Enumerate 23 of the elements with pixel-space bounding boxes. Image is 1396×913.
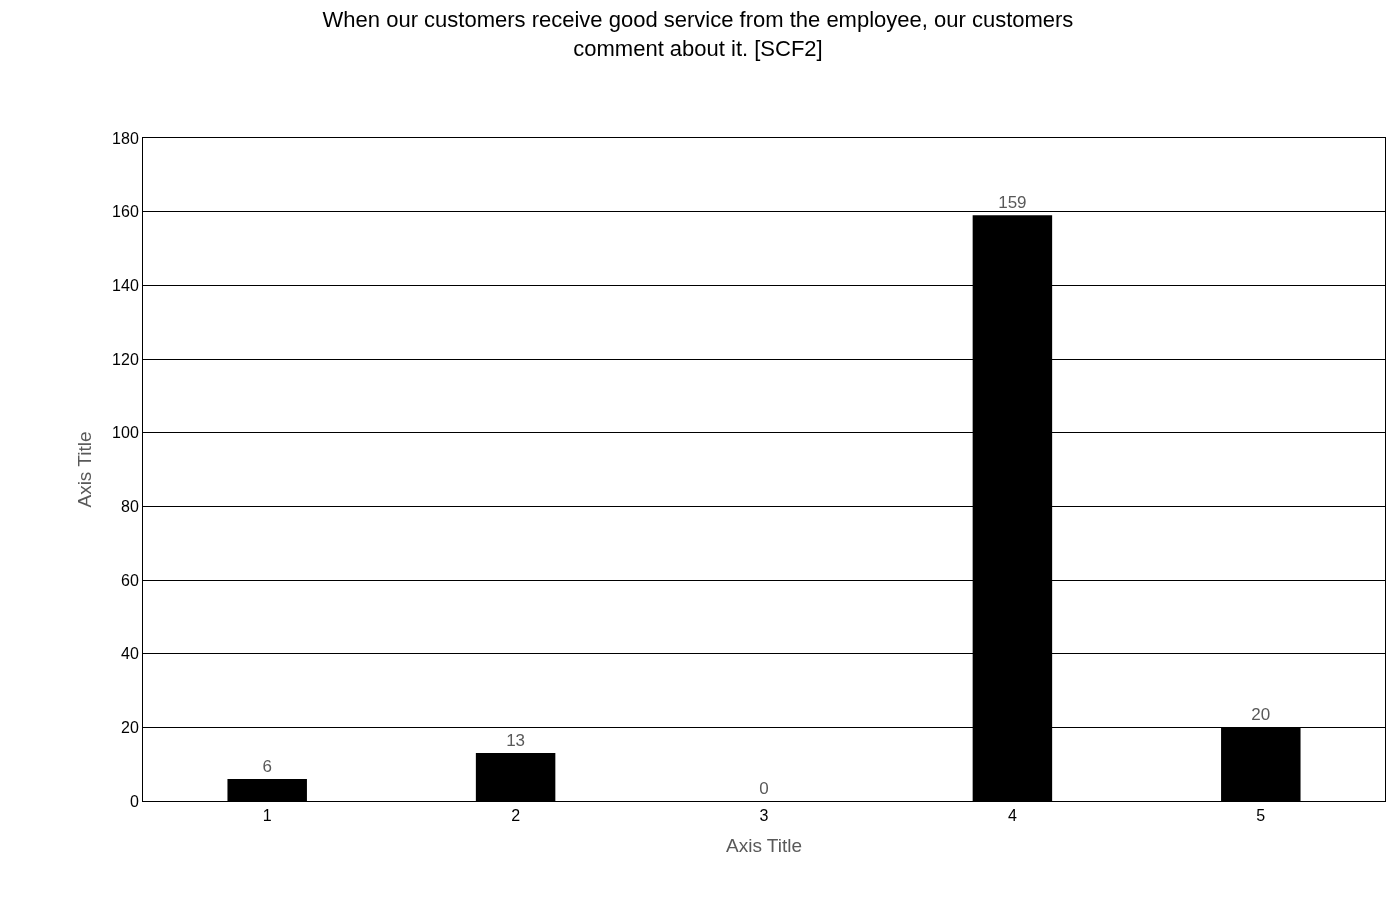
y-axis-title: Axis Title	[73, 431, 95, 508]
y-tick-label: 160	[112, 203, 139, 221]
data-label: 6	[262, 756, 272, 776]
x-tick-label: 4	[1007, 807, 1017, 825]
data-label: 159	[998, 193, 1027, 213]
chart-title: When our customers receive good service from the employee, our customers comment about it. [SCF2]	[322, 7, 1074, 61]
x-tick-label: 3	[759, 807, 769, 825]
data-label: 20	[1251, 705, 1271, 725]
y-tick-label: 180	[112, 129, 139, 147]
x-axis-title: Axis Title	[725, 835, 803, 856]
data-label: 13	[506, 731, 526, 751]
y-tick-label: 20	[121, 718, 139, 736]
y-tick-label: 0	[129, 792, 139, 810]
x-tick-label: 5	[1256, 807, 1266, 825]
x-tick-label: 2	[511, 807, 521, 825]
y-tick-label: 60	[121, 571, 139, 589]
y-tick-label: 100	[112, 424, 139, 442]
x-tick-label: 1	[262, 807, 272, 825]
y-tick-label: 80	[121, 497, 139, 515]
y-tick-label: 40	[121, 645, 139, 663]
y-tick-label: 120	[112, 350, 139, 368]
y-tick-label: 140	[112, 276, 139, 294]
data-label: 0	[759, 779, 769, 798]
